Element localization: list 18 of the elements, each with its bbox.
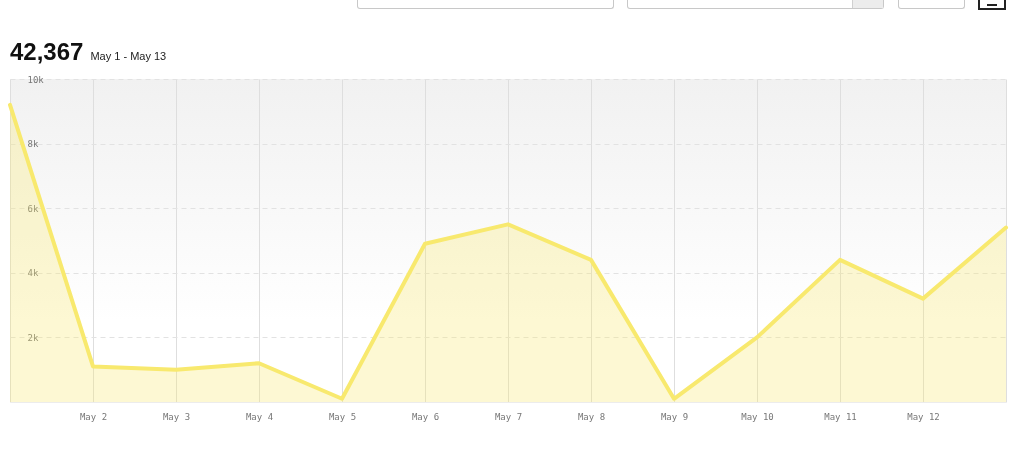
y-tick-label: 8k <box>27 139 39 150</box>
y-tick-label: 4k <box>27 268 39 279</box>
y-tick-label: 6k <box>27 203 39 214</box>
x-tick-label: May 4 <box>245 411 274 422</box>
x-tick-label: May 2 <box>79 411 108 422</box>
y-tick-label: 2k <box>27 332 39 343</box>
x-tick-label: May 3 <box>162 411 191 422</box>
y-tick-label: 10k <box>27 74 45 85</box>
x-tick-label: May 9 <box>660 411 689 422</box>
chart-subtitle: May 1 - May 13 <box>90 50 167 62</box>
x-tick-label: May 5 <box>328 411 357 422</box>
x-tick-label: May 8 <box>577 411 606 422</box>
chart-title: 42,367 <box>10 38 84 65</box>
x-tick-label: May 7 <box>494 411 523 422</box>
x-tick-label: May 10 <box>741 411 774 422</box>
x-tick-label: May 6 <box>411 411 440 422</box>
x-tick-label: May 11 <box>824 411 857 422</box>
x-tick-label: May 12 <box>907 411 940 422</box>
